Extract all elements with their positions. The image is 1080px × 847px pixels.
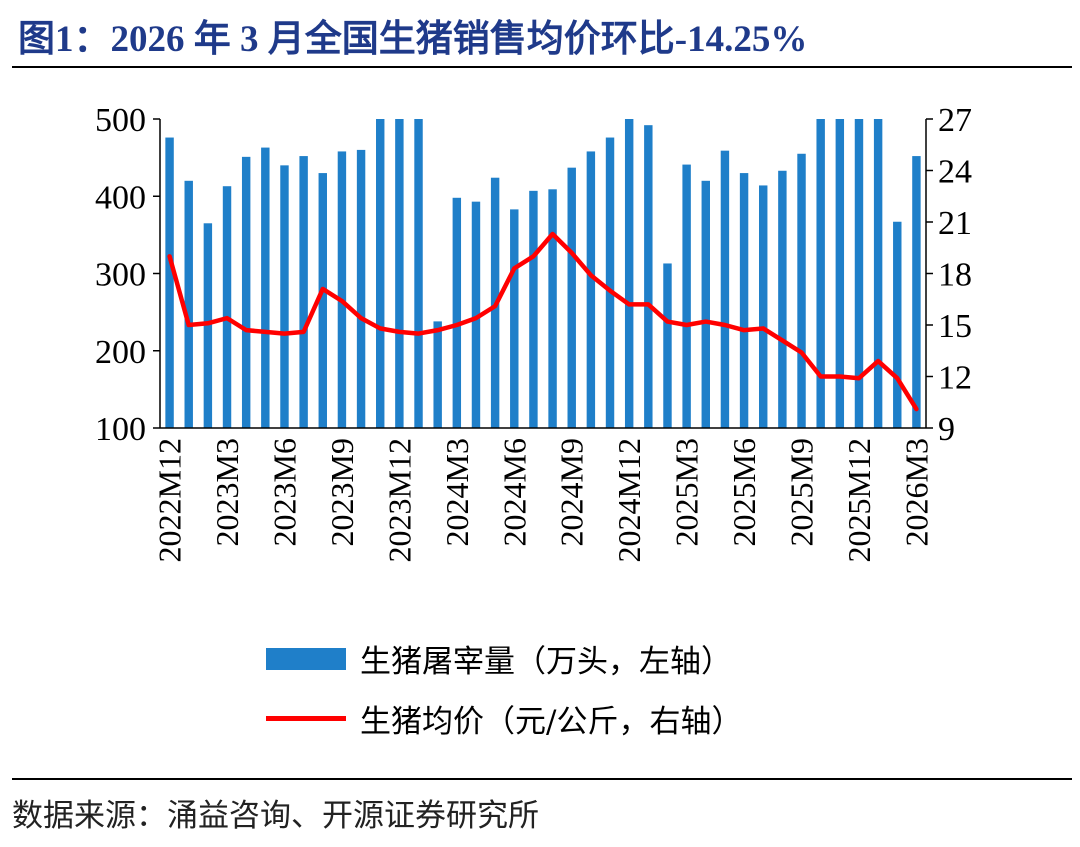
x-tick-label: 2023M9 (324, 438, 360, 546)
left-tick-label: 100 (95, 411, 146, 448)
left-tick-label: 400 (95, 179, 146, 216)
x-tick-label: 2023M12 (381, 438, 417, 562)
bar-2024M7 (529, 190, 538, 428)
bar-2025M6 (739, 173, 749, 428)
x-tick-label: 2024M3 (439, 438, 475, 546)
bar-2025M11 (835, 119, 845, 428)
bar-2023M7 (299, 156, 308, 428)
right-tick-label: 18 (938, 257, 972, 294)
chart-title: 图1：2026 年 3 月全国生猪销售均价环比-14.25% (18, 19, 808, 60)
legend-swatch-line (266, 716, 346, 721)
x-tick-label: 2023M3 (209, 438, 245, 546)
right-tick-label: 15 (938, 308, 972, 345)
bar-2024M1 (414, 119, 423, 428)
right-tick-label: 27 (938, 102, 972, 139)
bar-2025M8 (778, 170, 787, 428)
right-tick-label: 12 (938, 360, 972, 397)
bar-2024M9 (567, 167, 576, 429)
bar-2023M4 (241, 156, 251, 428)
bar-2023M1 (184, 180, 193, 428)
legend-item-slaughter: 生猪屠宰量（万头，左轴） (266, 636, 732, 681)
bar-2025M12 (854, 119, 864, 428)
bar-2023M9 (337, 151, 347, 428)
bar-2024M8 (548, 189, 557, 428)
bottom-rule (12, 778, 1072, 780)
x-tick-label: 2025M12 (841, 438, 877, 562)
legend-label-price: 生猪均价（元/公斤，右轴） (360, 704, 743, 740)
x-tick-label: 2024M6 (496, 438, 532, 546)
legend-label-slaughter: 生猪屠宰量（万头，左轴） (360, 644, 732, 680)
x-tick-label: 2024M12 (611, 438, 647, 562)
x-tick-label: 2024M9 (554, 438, 590, 546)
x-tick-label: 2025M3 (669, 438, 705, 546)
bar-2026M1 (873, 119, 883, 428)
bar-2022M12 (165, 137, 174, 429)
bar-2023M11 (376, 119, 385, 428)
bar-2025M1 (644, 125, 653, 429)
x-tick-label: 2026M3 (898, 438, 934, 546)
x-tick-label: 2022M12 (152, 438, 188, 562)
bar-2023M3 (222, 186, 232, 428)
right-tick-label: 24 (938, 154, 972, 191)
x-tick-label: 2023M6 (266, 438, 302, 546)
bar-2023M8 (318, 173, 327, 428)
left-tick-label: 300 (95, 257, 146, 294)
bar-2024M2 (433, 321, 442, 428)
left-tick-label: 500 (95, 102, 146, 139)
bar-2026M2 (893, 221, 902, 428)
x-tick-label: 2025M6 (726, 438, 762, 546)
source-note: 数据来源：涌益咨询、开源证券研究所 (12, 798, 539, 834)
bar-2024M6 (510, 209, 519, 428)
bar-2025M9 (797, 153, 806, 428)
bar-2023M10 (356, 149, 366, 428)
bar-2023M5 (261, 147, 270, 428)
bar-2024M12 (624, 119, 634, 428)
bar-2025M7 (759, 185, 768, 428)
bar-2025M4 (701, 180, 710, 428)
bar-2026M3 (912, 156, 921, 428)
right-tick-label: 9 (938, 411, 955, 448)
bar-2024M4 (471, 201, 481, 428)
bar-2025M3 (682, 164, 691, 428)
bar-2025M5 (720, 150, 730, 429)
top-rule (12, 66, 1072, 68)
bar-2023M12 (395, 119, 404, 428)
right-tick-label: 21 (938, 205, 972, 242)
bar-2023M2 (203, 223, 213, 428)
bar-2023M6 (280, 165, 289, 428)
legend-swatch-bar (266, 647, 346, 670)
bar-2024M11 (605, 137, 615, 429)
legend-item-price: 生猪均价（元/公斤，右轴） (266, 696, 742, 741)
bar-2025M10 (816, 119, 825, 428)
price-line (167, 231, 919, 412)
x-tick-label: 2025M9 (784, 438, 820, 546)
left-tick-label: 200 (95, 334, 146, 371)
bar-2025M2 (663, 263, 672, 428)
bar-2024M10 (586, 151, 596, 428)
bar-2024M3 (452, 197, 462, 428)
